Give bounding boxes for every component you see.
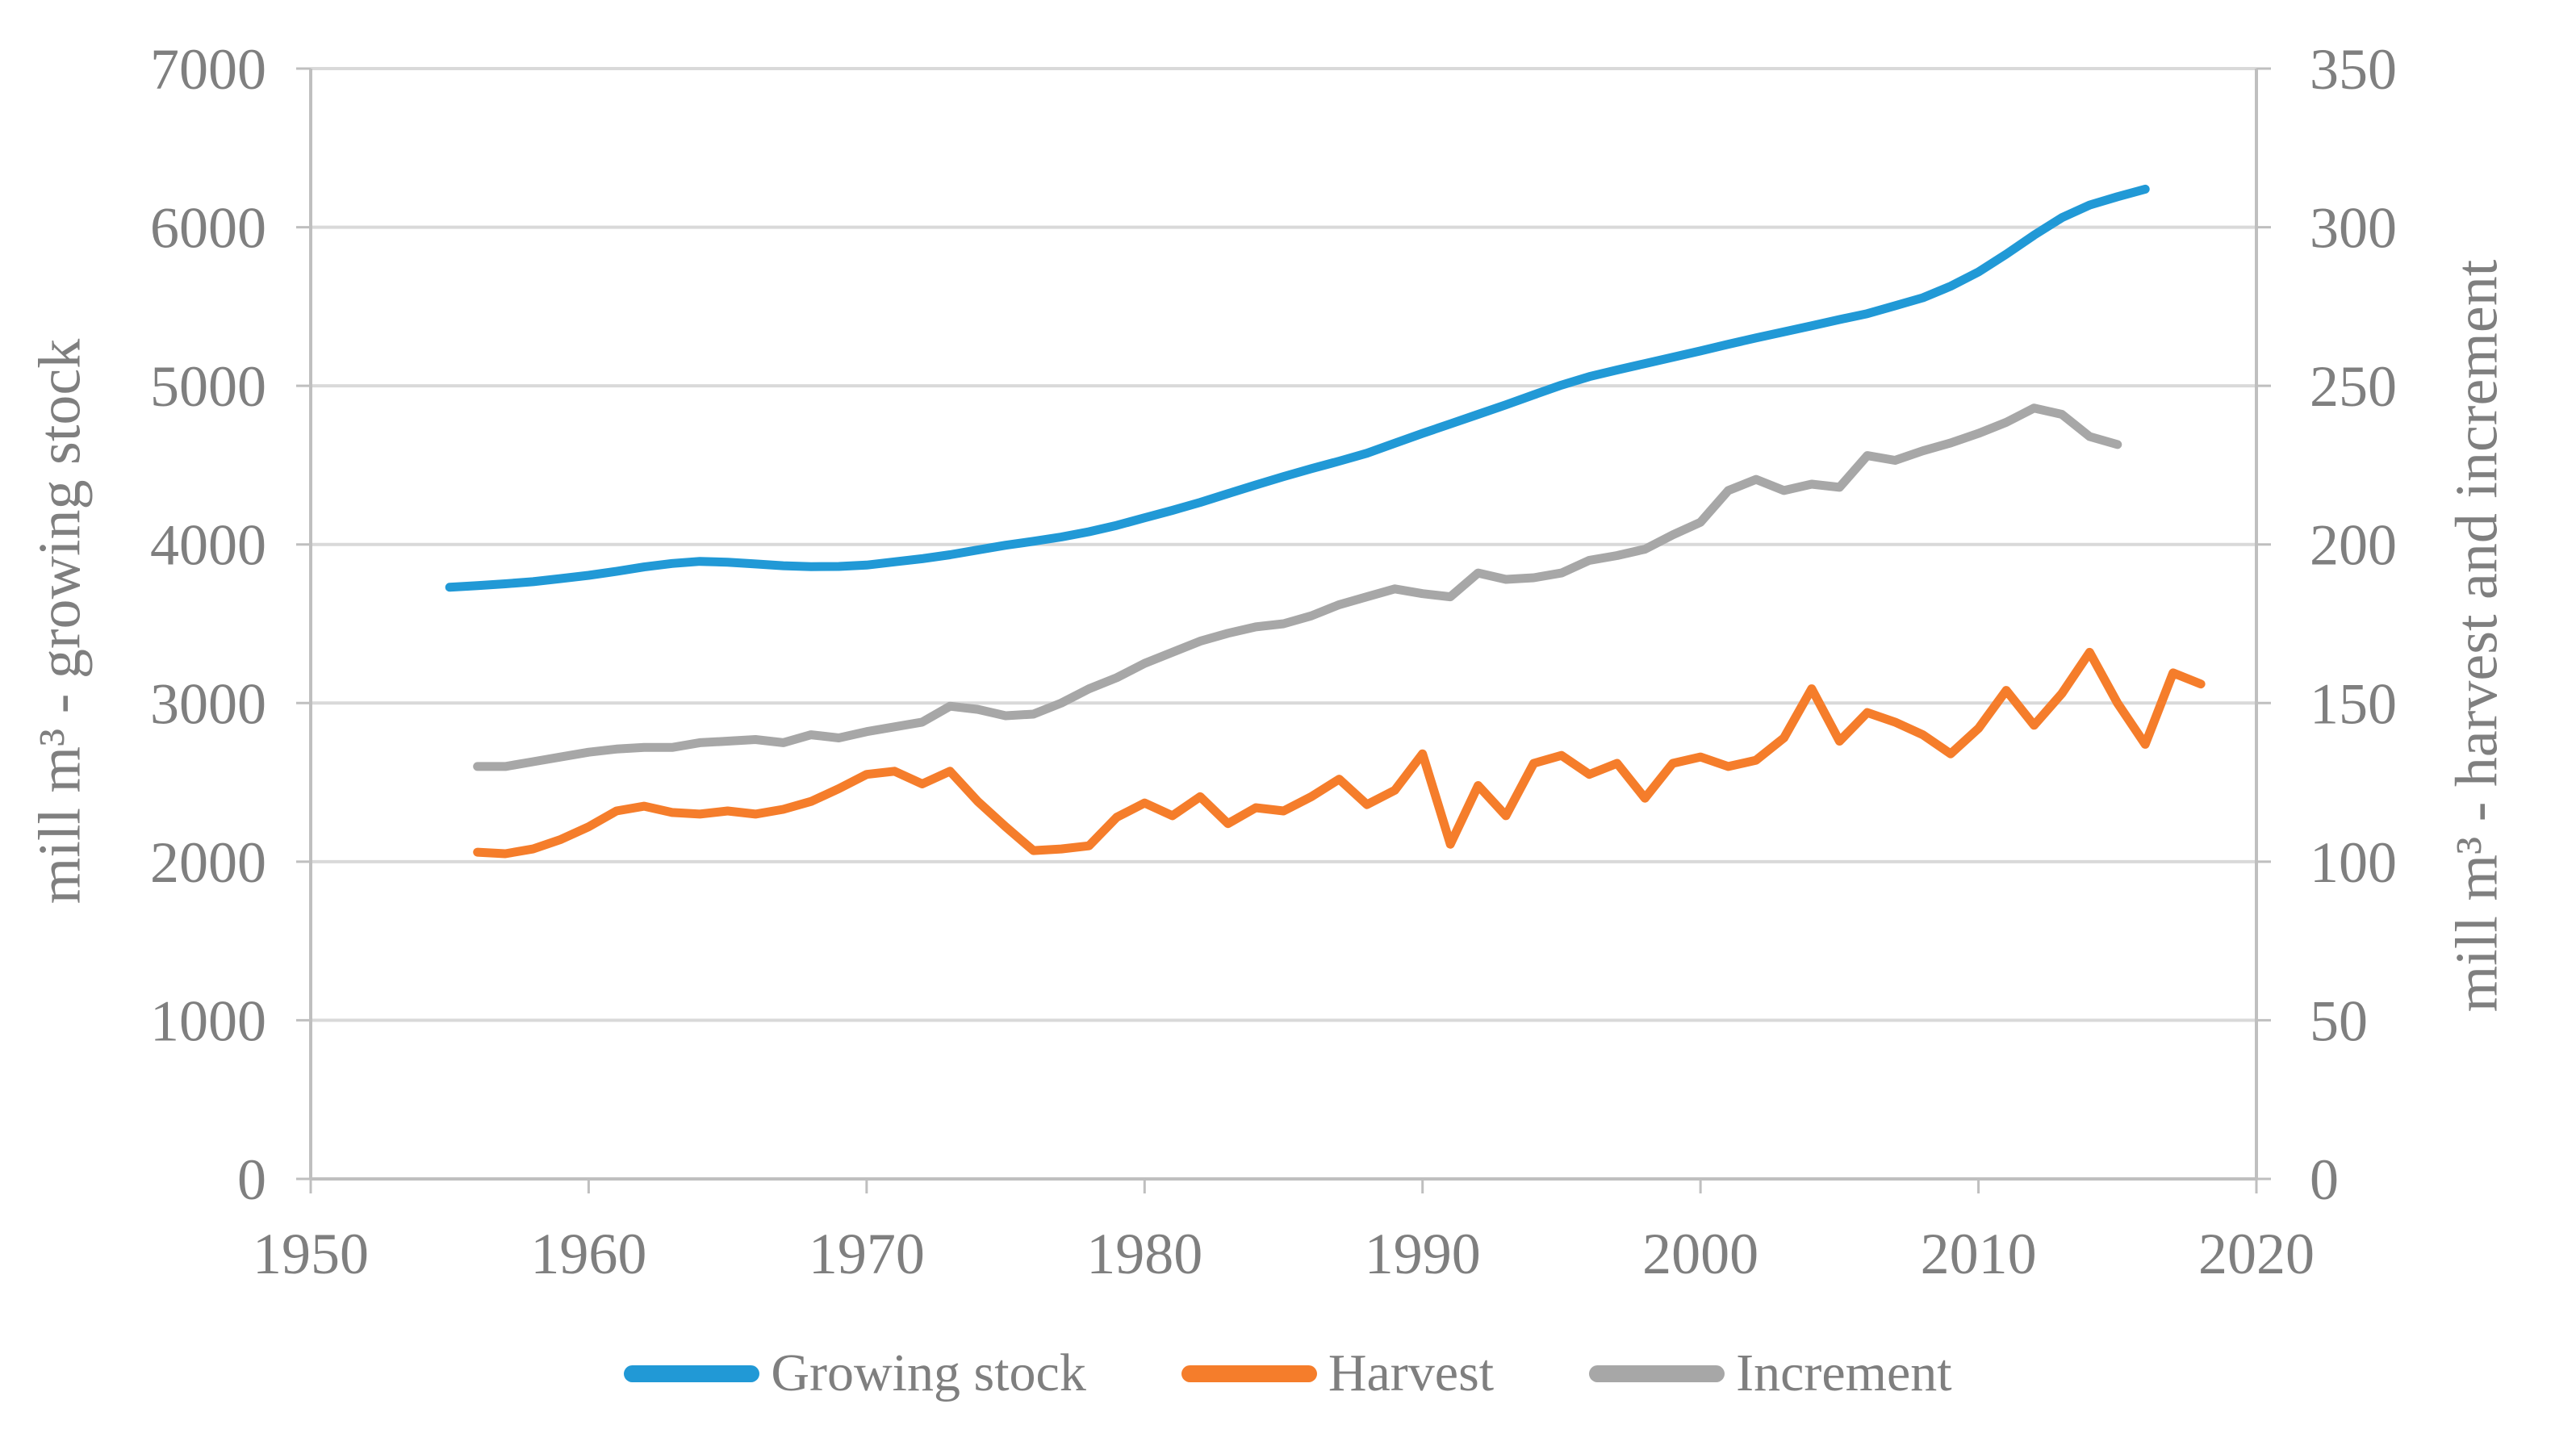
y-right-tick-label: 150 xyxy=(2310,671,2397,736)
y-right-tick-label: 200 xyxy=(2310,513,2397,578)
legend-label: Increment xyxy=(1736,1344,1952,1402)
legend-item-increment: Increment xyxy=(1589,1347,1952,1400)
x-tick-label: 2000 xyxy=(1642,1222,1758,1286)
y-right-tick-label: 350 xyxy=(2310,37,2397,102)
y-left-tick-label: 1000 xyxy=(150,988,266,1053)
legend-label: Growing stock xyxy=(771,1344,1086,1402)
legend-item-growing-stock: Growing stock xyxy=(624,1344,1086,1402)
x-tick-label: 1960 xyxy=(530,1222,646,1286)
y-left-tick-label: 4000 xyxy=(150,513,266,578)
y-right-tick-label: 300 xyxy=(2310,196,2397,261)
y-left-tick-label: 6000 xyxy=(150,196,266,261)
x-tick-label: 2010 xyxy=(1921,1222,2037,1286)
series-increment xyxy=(473,403,2122,771)
y-axis-title-right: mill m³ - harvest and increment xyxy=(2444,259,2511,1013)
x-tick-label: 2020 xyxy=(2198,1222,2315,1286)
y-axis-title-left: mill m³ - growing stock xyxy=(27,338,94,905)
legend: Growing stock Harvest Increment xyxy=(0,1333,2576,1414)
legend-swatch-harvest xyxy=(1181,1365,1317,1382)
y-left-tick-label: 5000 xyxy=(150,354,266,419)
y-left-tick-label: 2000 xyxy=(150,830,266,895)
y-right-tick-label: 250 xyxy=(2310,354,2397,419)
x-tick-label: 1950 xyxy=(253,1222,369,1286)
y-right-tick-label: 0 xyxy=(2310,1147,2339,1212)
legend-item-harvest: Harvest xyxy=(1181,1347,1494,1400)
legend-swatch-increment xyxy=(1589,1365,1725,1382)
y-left-tick-label: 3000 xyxy=(150,671,266,736)
legend-swatch-growing-stock xyxy=(624,1365,760,1382)
x-tick-label: 1990 xyxy=(1365,1222,1481,1286)
x-tick-label: 1970 xyxy=(809,1222,925,1286)
y-right-tick-label: 50 xyxy=(2310,988,2368,1053)
y-right-tick-label: 100 xyxy=(2310,830,2397,895)
series-harvest xyxy=(473,647,2206,859)
y-left-tick-label: 7000 xyxy=(150,37,266,102)
x-tick-label: 1980 xyxy=(1086,1222,1202,1286)
series-growing-stock xyxy=(445,184,2150,592)
legend-label: Harvest xyxy=(1328,1344,1495,1402)
y-left-tick-label: 0 xyxy=(237,1147,266,1212)
